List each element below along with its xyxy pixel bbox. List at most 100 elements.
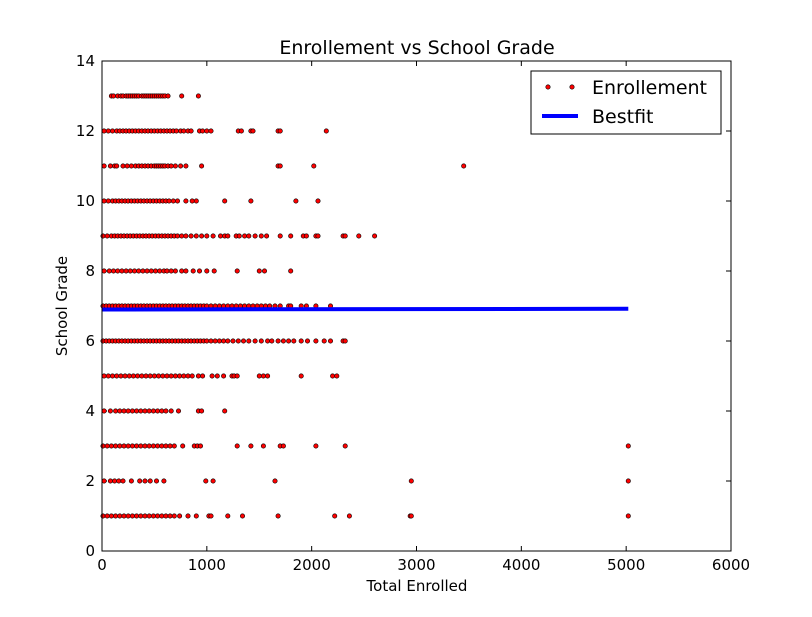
data-point xyxy=(164,373,170,379)
data-point xyxy=(117,408,123,414)
data-point xyxy=(101,268,107,274)
data-point xyxy=(178,163,184,169)
data-point xyxy=(113,443,119,449)
data-point xyxy=(210,233,216,239)
data-point xyxy=(138,443,144,449)
data-point xyxy=(180,443,186,449)
data-point xyxy=(142,443,148,449)
data-point xyxy=(188,128,194,134)
axis-ticks: 0 1000 2000 3000 4000 5000 6000 0 2 4 6 8 10 12 14 xyxy=(76,52,750,574)
data-point xyxy=(177,373,183,379)
data-point xyxy=(155,513,161,519)
data-point xyxy=(183,198,189,204)
data-point xyxy=(153,268,159,274)
data-point xyxy=(136,268,142,274)
data-point xyxy=(203,478,209,484)
y-tick-label: 2 xyxy=(85,472,95,490)
data-point xyxy=(222,198,228,204)
data-point xyxy=(225,233,231,239)
data-point xyxy=(130,373,136,379)
data-point xyxy=(168,408,174,414)
data-point xyxy=(142,408,148,414)
data-point xyxy=(170,198,176,204)
data-point xyxy=(155,408,161,414)
data-point xyxy=(148,268,154,274)
data-point xyxy=(138,408,144,414)
data-point xyxy=(128,478,134,484)
data-point xyxy=(242,233,248,239)
data-point xyxy=(146,443,152,449)
data-point xyxy=(209,373,215,379)
data-point xyxy=(179,233,185,239)
data-point xyxy=(625,478,631,484)
data-point xyxy=(164,268,170,274)
data-point xyxy=(330,373,336,379)
data-point xyxy=(193,198,199,204)
data-point xyxy=(200,128,206,134)
data-point xyxy=(175,233,181,239)
data-point xyxy=(256,373,262,379)
data-point xyxy=(166,198,172,204)
data-point xyxy=(183,268,189,274)
data-point xyxy=(122,373,128,379)
chart-title: Enrollement vs School Grade xyxy=(279,37,554,59)
data-point xyxy=(234,443,240,449)
data-point xyxy=(150,408,156,414)
data-point xyxy=(159,408,165,414)
data-point xyxy=(221,373,227,379)
data-point xyxy=(106,268,112,274)
data-point xyxy=(142,478,148,484)
y-tick-label: 12 xyxy=(76,122,95,140)
y-tick-label: 4 xyxy=(85,402,95,420)
data-point xyxy=(110,128,116,134)
data-point xyxy=(221,338,227,344)
data-point xyxy=(225,338,231,344)
data-point xyxy=(121,408,127,414)
data-point xyxy=(123,268,129,274)
data-point xyxy=(218,233,224,239)
data-point xyxy=(277,233,283,239)
x-tick-label: 3000 xyxy=(397,556,435,574)
data-point xyxy=(185,373,191,379)
data-point xyxy=(119,268,125,274)
data-point xyxy=(408,513,414,519)
x-tick-label: 6000 xyxy=(712,556,750,574)
data-point xyxy=(291,338,297,344)
data-point xyxy=(117,443,123,449)
data-point xyxy=(252,338,258,344)
data-point xyxy=(163,443,169,449)
data-point xyxy=(204,268,210,274)
data-point xyxy=(154,478,160,484)
data-point xyxy=(159,513,165,519)
data-point xyxy=(342,443,348,449)
data-point xyxy=(163,513,169,519)
data-point xyxy=(208,513,214,519)
data-point xyxy=(216,338,222,344)
y-axis-label: School Grade xyxy=(53,256,71,356)
data-point xyxy=(129,513,135,519)
data-point xyxy=(204,338,210,344)
data-point xyxy=(161,478,167,484)
data-point xyxy=(118,373,124,379)
data-point xyxy=(198,443,204,449)
data-point xyxy=(189,198,195,204)
data-point xyxy=(172,268,178,274)
data-point xyxy=(256,268,262,274)
data-point xyxy=(342,338,348,344)
data-point xyxy=(101,408,107,414)
data-point xyxy=(334,373,340,379)
data-point xyxy=(288,268,294,274)
data-point xyxy=(160,373,166,379)
data-point xyxy=(121,513,127,519)
data-point xyxy=(134,443,140,449)
data-point xyxy=(258,233,264,239)
data-point xyxy=(163,408,169,414)
data-point xyxy=(356,233,362,239)
data-point xyxy=(104,513,110,519)
data-point xyxy=(275,338,281,344)
data-point xyxy=(108,443,114,449)
data-point xyxy=(138,513,144,519)
data-point xyxy=(179,93,185,99)
data-point xyxy=(132,268,138,274)
